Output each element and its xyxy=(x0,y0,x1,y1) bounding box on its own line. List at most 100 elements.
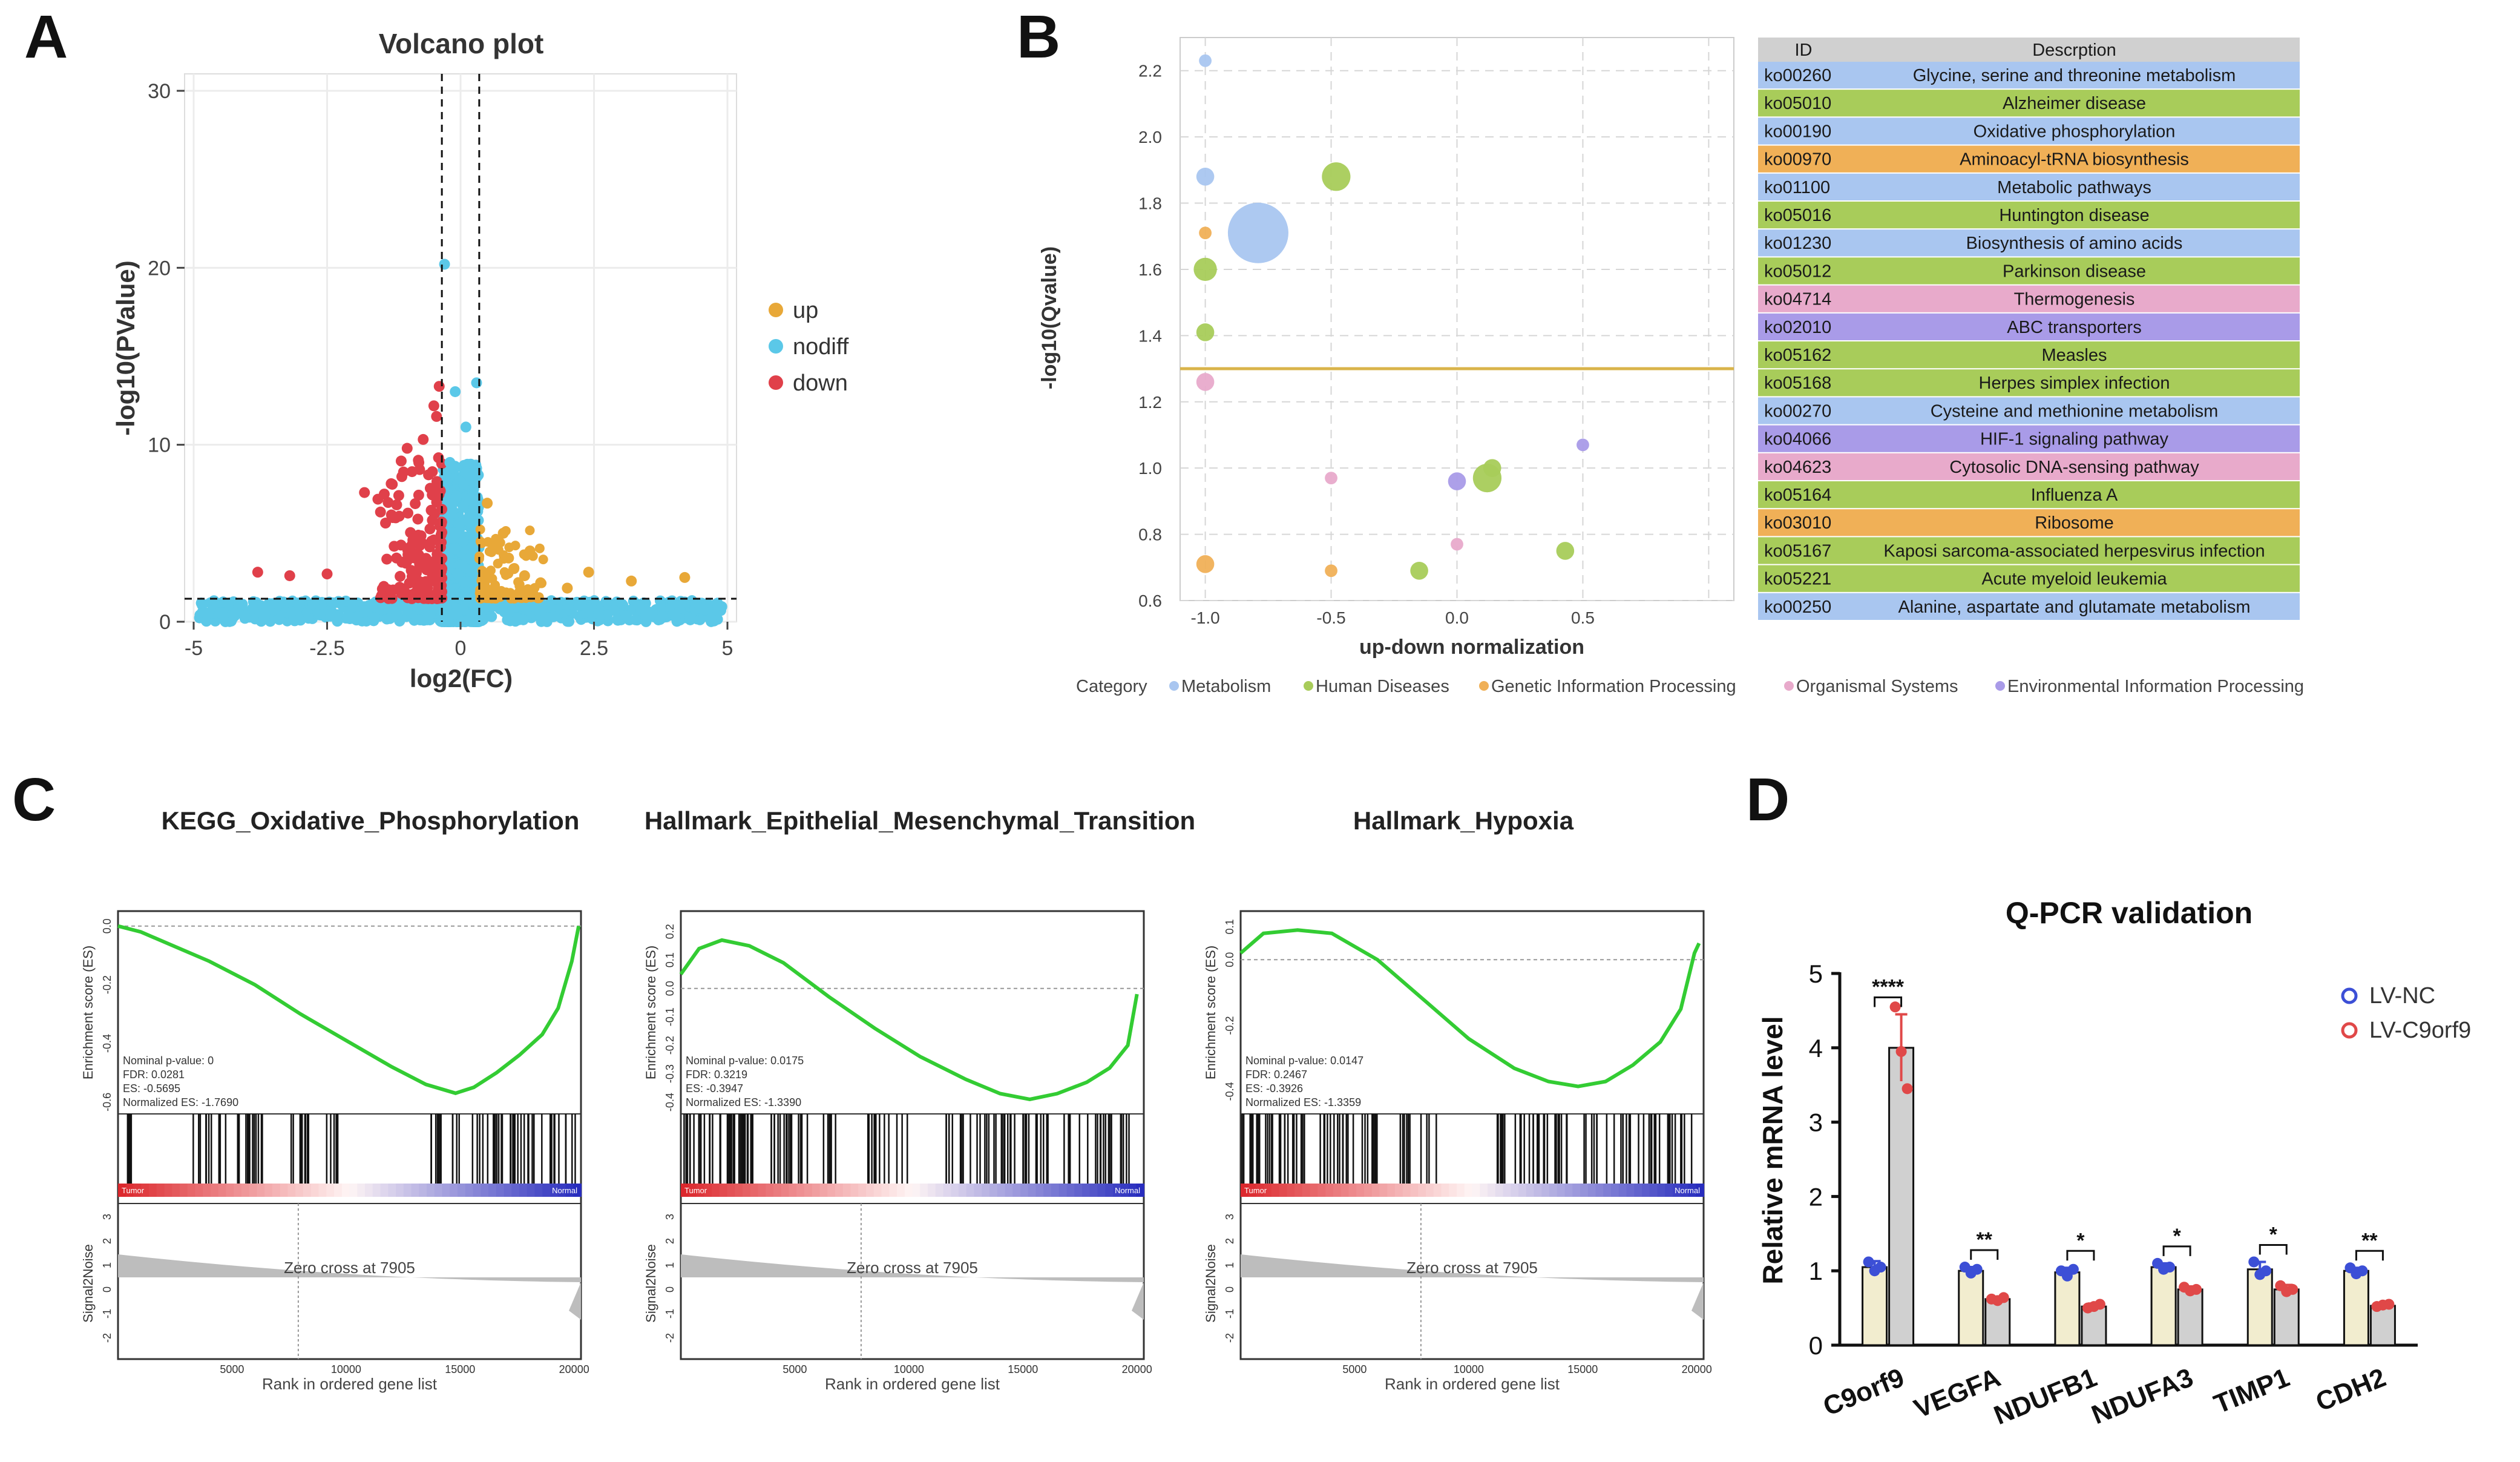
legend-up-label: up xyxy=(793,298,818,323)
table-cell-id: ko04066 xyxy=(1764,430,1831,449)
table-row xyxy=(1758,313,2300,340)
gsea-rank-cell xyxy=(450,1184,458,1197)
gsea-rank-cell xyxy=(318,1184,327,1197)
gsea-rank-cell xyxy=(187,1184,196,1197)
gsea-rank-cell xyxy=(1688,1184,1697,1197)
table-row xyxy=(1758,62,2300,89)
volcano-point-nodiff xyxy=(593,608,605,619)
qpcr-point xyxy=(2248,1256,2260,1268)
qpcr-bar-lv-nc xyxy=(2343,1269,2369,1346)
category-legend-label: Human Diseases xyxy=(1316,677,1449,696)
gsea-rank-cell xyxy=(1089,1184,1098,1197)
gsea-rank-cell xyxy=(380,1184,389,1197)
bubble-ytick-label: 2.2 xyxy=(1138,62,1162,81)
qpcr-bar-lv-nc xyxy=(2246,1268,2273,1346)
gsea-rank-cell xyxy=(1012,1184,1021,1197)
table-row xyxy=(1758,593,2300,620)
table-cell-id: ko03010 xyxy=(1764,513,1831,533)
qpcr-point xyxy=(2383,1299,2395,1310)
qpcr-sig-label: * xyxy=(2269,1223,2278,1246)
volcano-point-nodiff xyxy=(439,615,451,627)
volcano-point-down xyxy=(412,513,424,525)
gsea-rank-cell xyxy=(1665,1184,1673,1197)
qpcr-sig-bracket xyxy=(2259,1243,2288,1255)
gsea-ytick-label: -0.4 xyxy=(101,1034,113,1053)
bubble-xtick-label: 0.0 xyxy=(1445,608,1469,627)
gsea-tag-right: Normal xyxy=(552,1186,577,1195)
qpcr-point xyxy=(1971,1263,1983,1275)
category-legend-swatch xyxy=(1784,681,1794,691)
gsea-plot: Hallmark_Epithelial_Mesenchymal_Transiti… xyxy=(643,806,1195,1393)
gsea-plot: Hallmark_Hypoxia 0.1 0.0 -0.2 -0.4 Enrichment… xyxy=(1203,806,1712,1393)
qpcr-point xyxy=(2191,1283,2202,1295)
gsea-rank-cell xyxy=(1333,1184,1342,1197)
table-cell-desc: Cysteine and methionine metabolism xyxy=(1931,401,2219,421)
gsea-rank-cell xyxy=(1673,1184,1681,1197)
gsea-rank-cell xyxy=(1618,1184,1627,1197)
volcano-point-up xyxy=(510,541,520,551)
gsea-rank-cell xyxy=(118,1184,126,1197)
volcano-point-nodiff xyxy=(463,516,474,527)
volcano-point-nodiff xyxy=(274,614,285,625)
gsea-rank-cell xyxy=(727,1184,736,1197)
category-legend-swatch xyxy=(1995,681,2005,691)
legend-nodiff-swatch xyxy=(769,339,783,354)
legend-lv-c9orf9-swatch xyxy=(2341,1022,2358,1039)
qpcr-point xyxy=(1895,1045,1907,1057)
volcano-point-nodiff xyxy=(460,467,471,478)
volcano-point-down xyxy=(391,552,402,564)
table-row xyxy=(1758,117,2300,145)
gsea-rank-cell xyxy=(1256,1184,1265,1197)
gsea-signal-ytick: 3 xyxy=(101,1214,113,1220)
gsea-tag-right: Normal xyxy=(1675,1186,1700,1195)
qpcr-ytick-label: 5 xyxy=(1809,960,1823,988)
gsea-stat: FDR: 0.2467 xyxy=(1245,1069,1307,1081)
legend-up-swatch xyxy=(769,303,783,317)
volcano-point-nodiff xyxy=(633,599,645,610)
volcano-xtick-label: 2.5 xyxy=(580,637,608,660)
volcano-point-down xyxy=(406,466,418,478)
volcano-point-nodiff xyxy=(611,614,623,625)
gsea-rank-cell xyxy=(1402,1184,1411,1197)
gsea-rank-cell xyxy=(1518,1184,1527,1197)
gsea-rank-cell xyxy=(959,1184,967,1197)
volcano-point-nodiff xyxy=(292,598,303,609)
table-cell-id: ko00250 xyxy=(1764,598,1831,617)
gsea-tag-left: Tumor xyxy=(1244,1186,1267,1195)
table-cell-desc: Glycine, serine and threonine metabolism xyxy=(1913,66,2236,85)
volcano-point-nodiff xyxy=(457,560,468,571)
volcano-point-nodiff xyxy=(525,601,537,612)
gsea-rank-cell xyxy=(812,1184,821,1197)
gsea-title: KEGG_Oxidative_Phosphorylation xyxy=(162,806,580,835)
gsea-xlabel: Rank in ordered gene list xyxy=(825,1375,1000,1393)
volcano-point-nodiff xyxy=(472,605,484,616)
volcano-point-nodiff xyxy=(515,601,527,612)
volcano-point-down xyxy=(404,578,415,589)
gsea-rank-bar xyxy=(118,1184,582,1197)
gsea-rank-cell xyxy=(1348,1184,1357,1197)
gsea-rank-cell xyxy=(218,1184,227,1197)
qpcr-sig-label: ** xyxy=(1977,1228,1993,1251)
table-cell-id: ko05167 xyxy=(1764,541,1831,561)
qpcr-category-label: NDUFB1 xyxy=(1990,1363,2101,1431)
category-legend-label: Organismal Systems xyxy=(1796,677,1958,696)
volcano-point-up xyxy=(499,567,510,577)
bubble-organismal xyxy=(1325,472,1337,484)
volcano-point-nodiff xyxy=(233,598,244,610)
gsea-rank-cell xyxy=(1356,1184,1365,1197)
qpcr-ytick-label: 1 xyxy=(1809,1257,1823,1285)
gsea-rank-cell xyxy=(411,1184,420,1197)
gsea-rank-cell xyxy=(743,1184,751,1197)
gsea-rank-cell xyxy=(704,1184,712,1197)
gsea-rank-cell xyxy=(1051,1184,1060,1197)
bubble-human_diseases xyxy=(1196,323,1215,341)
volcano-point-down xyxy=(410,498,421,509)
category-legend-label: Genetic Information Processing xyxy=(1491,677,1736,696)
gsea-rank-cell xyxy=(842,1184,851,1197)
gsea-rank-cell xyxy=(280,1184,289,1197)
legend-lv-nc-label: LV-NC xyxy=(2369,983,2435,1009)
gsea-rank-cell xyxy=(920,1184,928,1197)
volcano-point-nodiff xyxy=(630,614,641,625)
qpcr-ytick-label: 2 xyxy=(1809,1182,1823,1211)
qpcr-legend: LV-NC LV-C9orf9 xyxy=(2341,983,2471,1043)
